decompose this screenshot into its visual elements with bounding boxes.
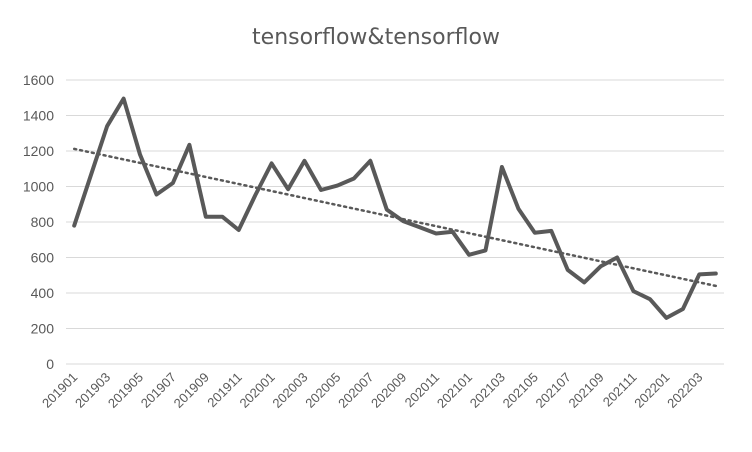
y-tick-label: 1200 <box>23 143 54 159</box>
data-point <box>468 254 470 256</box>
data-point <box>221 216 223 218</box>
data-point <box>139 154 141 156</box>
series-line <box>72 96 718 320</box>
y-tick-label: 1600 <box>23 72 54 88</box>
data-point <box>633 290 635 292</box>
data-point <box>435 233 437 235</box>
series-layer <box>72 96 718 320</box>
gridlines <box>66 79 724 365</box>
data-point <box>402 220 404 222</box>
x-tick-label: 202201 <box>631 370 672 411</box>
data-point <box>155 193 157 195</box>
x-tick-label: 201905 <box>105 370 146 411</box>
data-point <box>501 166 503 168</box>
x-tick-label: 201901 <box>39 370 80 411</box>
y-tick-label: 0 <box>46 356 54 372</box>
data-point <box>287 188 289 190</box>
x-tick-label: 202203 <box>664 370 705 411</box>
data-point <box>205 216 207 218</box>
data-point <box>106 125 108 127</box>
x-axis-ticks: 2019012019032019052019072019092019112020… <box>39 370 705 411</box>
x-tick-label: 202107 <box>533 370 574 411</box>
y-tick-label: 600 <box>31 250 55 266</box>
data-point <box>188 144 190 146</box>
data-point <box>238 229 240 231</box>
x-tick-label: 202007 <box>335 370 376 411</box>
y-tick-label: 1000 <box>23 179 54 195</box>
x-tick-label: 201907 <box>138 370 179 411</box>
data-point <box>567 269 569 271</box>
chart-title: tensorflow&tensorflow <box>252 25 500 50</box>
data-point <box>484 249 486 251</box>
data-point <box>304 160 306 162</box>
data-point <box>682 308 684 310</box>
data-point <box>715 272 717 274</box>
data-point <box>369 160 371 162</box>
x-tick-label: 202105 <box>500 370 541 411</box>
x-tick-label: 202005 <box>302 370 343 411</box>
data-point <box>534 232 536 234</box>
data-point <box>90 175 92 177</box>
data-point <box>353 178 355 180</box>
x-tick-label: 201911 <box>204 370 245 411</box>
x-tick-label: 201909 <box>171 370 212 411</box>
data-point <box>550 230 552 232</box>
data-point <box>336 185 338 187</box>
data-point <box>452 231 454 233</box>
x-tick-label: 202003 <box>269 370 310 411</box>
x-tick-label: 202009 <box>368 370 409 411</box>
y-axis-ticks: 0 200 400 600 800 1000 1200 1400 1600 <box>23 72 54 372</box>
data-point <box>73 225 75 227</box>
data-point <box>583 281 585 283</box>
data-point <box>616 257 618 258</box>
data-point <box>600 265 602 267</box>
data-point <box>419 226 421 228</box>
data-point <box>254 194 256 196</box>
x-tick-label: 201903 <box>72 370 113 411</box>
y-tick-label: 800 <box>31 214 55 230</box>
data-point <box>386 209 388 211</box>
y-tick-label: 400 <box>31 285 55 301</box>
data-point <box>517 208 519 210</box>
data-point <box>665 317 667 319</box>
data-point <box>123 98 125 100</box>
data-point <box>649 298 651 300</box>
x-tick-label: 202109 <box>565 370 606 411</box>
data-point <box>320 189 322 191</box>
x-tick-label: 202011 <box>402 370 443 411</box>
y-tick-label: 1400 <box>23 108 54 124</box>
y-tick-label: 200 <box>31 321 55 337</box>
x-tick-label: 202103 <box>467 370 508 411</box>
x-tick-label: 202101 <box>434 370 475 411</box>
data-point <box>698 273 700 275</box>
x-tick-label: 202001 <box>236 370 277 411</box>
data-point <box>271 162 273 164</box>
data-point <box>172 182 174 184</box>
